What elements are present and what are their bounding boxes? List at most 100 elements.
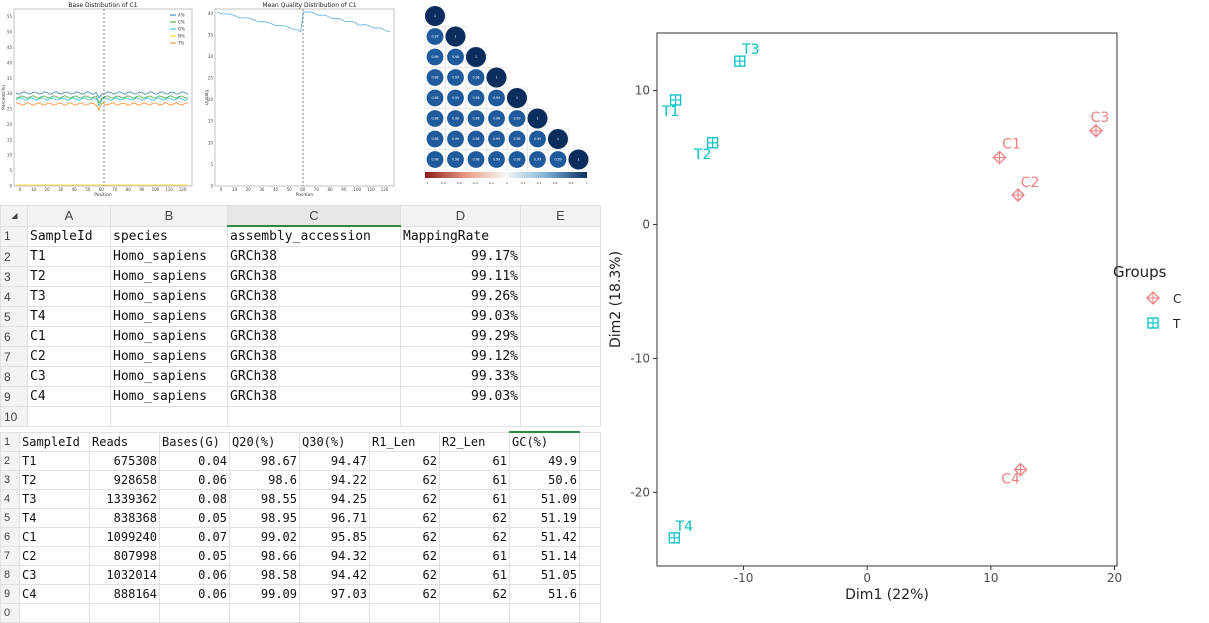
empty-cell[interactable] (520, 286, 601, 307)
empty-cell[interactable] (579, 527, 601, 547)
data-cell[interactable]: Homo_sapiens (110, 306, 228, 327)
data-cell[interactable]: 61 (439, 470, 510, 490)
data-cell[interactable]: GRCh38 (227, 306, 401, 327)
data-cell[interactable]: 1339362 (89, 489, 160, 509)
data-cell[interactable]: C1 (19, 527, 90, 547)
row-number[interactable]: 9 (0, 386, 28, 407)
data-cell[interactable]: 928658 (89, 470, 160, 490)
data-cell[interactable]: 99.03% (400, 386, 521, 407)
data-cell[interactable]: 0.06 (159, 470, 230, 490)
data-cell[interactable]: 99.02 (229, 527, 300, 547)
empty-cell[interactable] (520, 386, 601, 407)
column-header-d[interactable]: D (400, 205, 521, 227)
data-cell[interactable]: 98.67 (229, 451, 300, 471)
data-cell[interactable]: GRCh38 (227, 326, 401, 347)
empty-cell[interactable] (520, 246, 601, 267)
data-cell[interactable]: 62 (369, 508, 440, 528)
data-cell[interactable]: C1 (27, 326, 111, 347)
column-header-b[interactable]: B (110, 205, 228, 227)
header-cell[interactable]: SampleId (27, 225, 111, 247)
column-header-a[interactable]: A (27, 205, 111, 227)
data-cell[interactable]: C2 (19, 546, 90, 566)
data-cell[interactable]: GRCh38 (227, 346, 401, 367)
empty-cell[interactable] (579, 451, 601, 471)
empty-cell[interactable] (579, 489, 601, 509)
data-cell[interactable]: Homo_sapiens (110, 366, 228, 387)
data-cell[interactable]: 94.32 (299, 546, 370, 566)
empty-cell[interactable] (579, 431, 601, 452)
row-number[interactable]: 6 (0, 326, 28, 347)
data-cell[interactable]: GRCh38 (227, 246, 401, 267)
data-cell[interactable]: 0.05 (159, 508, 230, 528)
data-cell[interactable]: C3 (19, 565, 90, 585)
data-cell[interactable]: 62 (369, 546, 440, 566)
data-cell[interactable]: 98.55 (229, 489, 300, 509)
row-number[interactable]: 6 (0, 527, 20, 547)
data-cell[interactable]: T3 (19, 489, 90, 509)
data-cell[interactable]: 49.9 (509, 451, 580, 471)
empty-cell[interactable] (579, 508, 601, 528)
data-cell[interactable]: 94.42 (299, 565, 370, 585)
empty-cell[interactable] (159, 603, 230, 623)
header-cell[interactable]: R1_Len (369, 431, 440, 452)
data-cell[interactable]: Homo_sapiens (110, 386, 228, 407)
data-cell[interactable]: T1 (19, 451, 90, 471)
data-cell[interactable]: T4 (19, 508, 90, 528)
empty-cell[interactable] (520, 406, 601, 427)
row-number[interactable]: 7 (0, 546, 20, 566)
header-cell[interactable]: GC(%) (509, 431, 580, 452)
data-cell[interactable]: 51.6 (509, 584, 580, 604)
data-cell[interactable]: 62 (439, 584, 510, 604)
empty-cell[interactable] (520, 326, 601, 347)
data-cell[interactable]: 888164 (89, 584, 160, 604)
sheet-corner[interactable]: ◢ (0, 205, 28, 227)
data-cell[interactable]: 62 (369, 584, 440, 604)
row-number[interactable]: 9 (0, 584, 20, 604)
data-cell[interactable]: 94.25 (299, 489, 370, 509)
data-cell[interactable]: 838368 (89, 508, 160, 528)
data-cell[interactable]: 51.19 (509, 508, 580, 528)
data-cell[interactable]: 99.09 (229, 584, 300, 604)
data-cell[interactable]: C3 (27, 366, 111, 387)
data-cell[interactable]: 1032014 (89, 565, 160, 585)
data-cell[interactable]: 99.29% (400, 326, 521, 347)
data-cell[interactable]: 99.17% (400, 246, 521, 267)
data-cell[interactable]: C4 (19, 584, 90, 604)
empty-cell[interactable] (579, 546, 601, 566)
data-cell[interactable]: 97.03 (299, 584, 370, 604)
data-cell[interactable]: 96.71 (299, 508, 370, 528)
empty-cell[interactable] (89, 603, 160, 623)
empty-cell[interactable] (509, 603, 580, 623)
empty-cell[interactable] (520, 225, 601, 247)
data-cell[interactable]: 99.12% (400, 346, 521, 367)
empty-cell[interactable] (579, 470, 601, 490)
data-cell[interactable]: 51.05 (509, 565, 580, 585)
column-header-c[interactable]: C (227, 205, 401, 227)
data-cell[interactable]: 0.04 (159, 451, 230, 471)
data-cell[interactable]: GRCh38 (227, 386, 401, 407)
empty-cell[interactable] (439, 603, 510, 623)
row-number[interactable]: 1 (0, 431, 20, 452)
data-cell[interactable]: 98.58 (229, 565, 300, 585)
empty-cell[interactable] (110, 406, 228, 427)
data-cell[interactable]: GRCh38 (227, 266, 401, 287)
data-cell[interactable]: 62 (439, 527, 510, 547)
data-cell[interactable]: 50.6 (509, 470, 580, 490)
empty-cell[interactable] (520, 266, 601, 287)
data-cell[interactable]: 807998 (89, 546, 160, 566)
data-cell[interactable]: 62 (369, 489, 440, 509)
data-cell[interactable]: 98.95 (229, 508, 300, 528)
empty-cell[interactable] (227, 406, 401, 427)
header-cell[interactable]: assembly_accession (227, 225, 401, 247)
row-number[interactable]: 3 (0, 470, 20, 490)
empty-cell[interactable] (400, 406, 521, 427)
data-cell[interactable]: 1099240 (89, 527, 160, 547)
data-cell[interactable]: 0.07 (159, 527, 230, 547)
data-cell[interactable]: 61 (439, 451, 510, 471)
data-cell[interactable]: 61 (439, 546, 510, 566)
row-number[interactable]: 10 (0, 406, 28, 427)
data-cell[interactable]: T4 (27, 306, 111, 327)
empty-cell[interactable] (19, 603, 90, 623)
data-cell[interactable]: Homo_sapiens (110, 286, 228, 307)
data-cell[interactable]: T2 (27, 266, 111, 287)
